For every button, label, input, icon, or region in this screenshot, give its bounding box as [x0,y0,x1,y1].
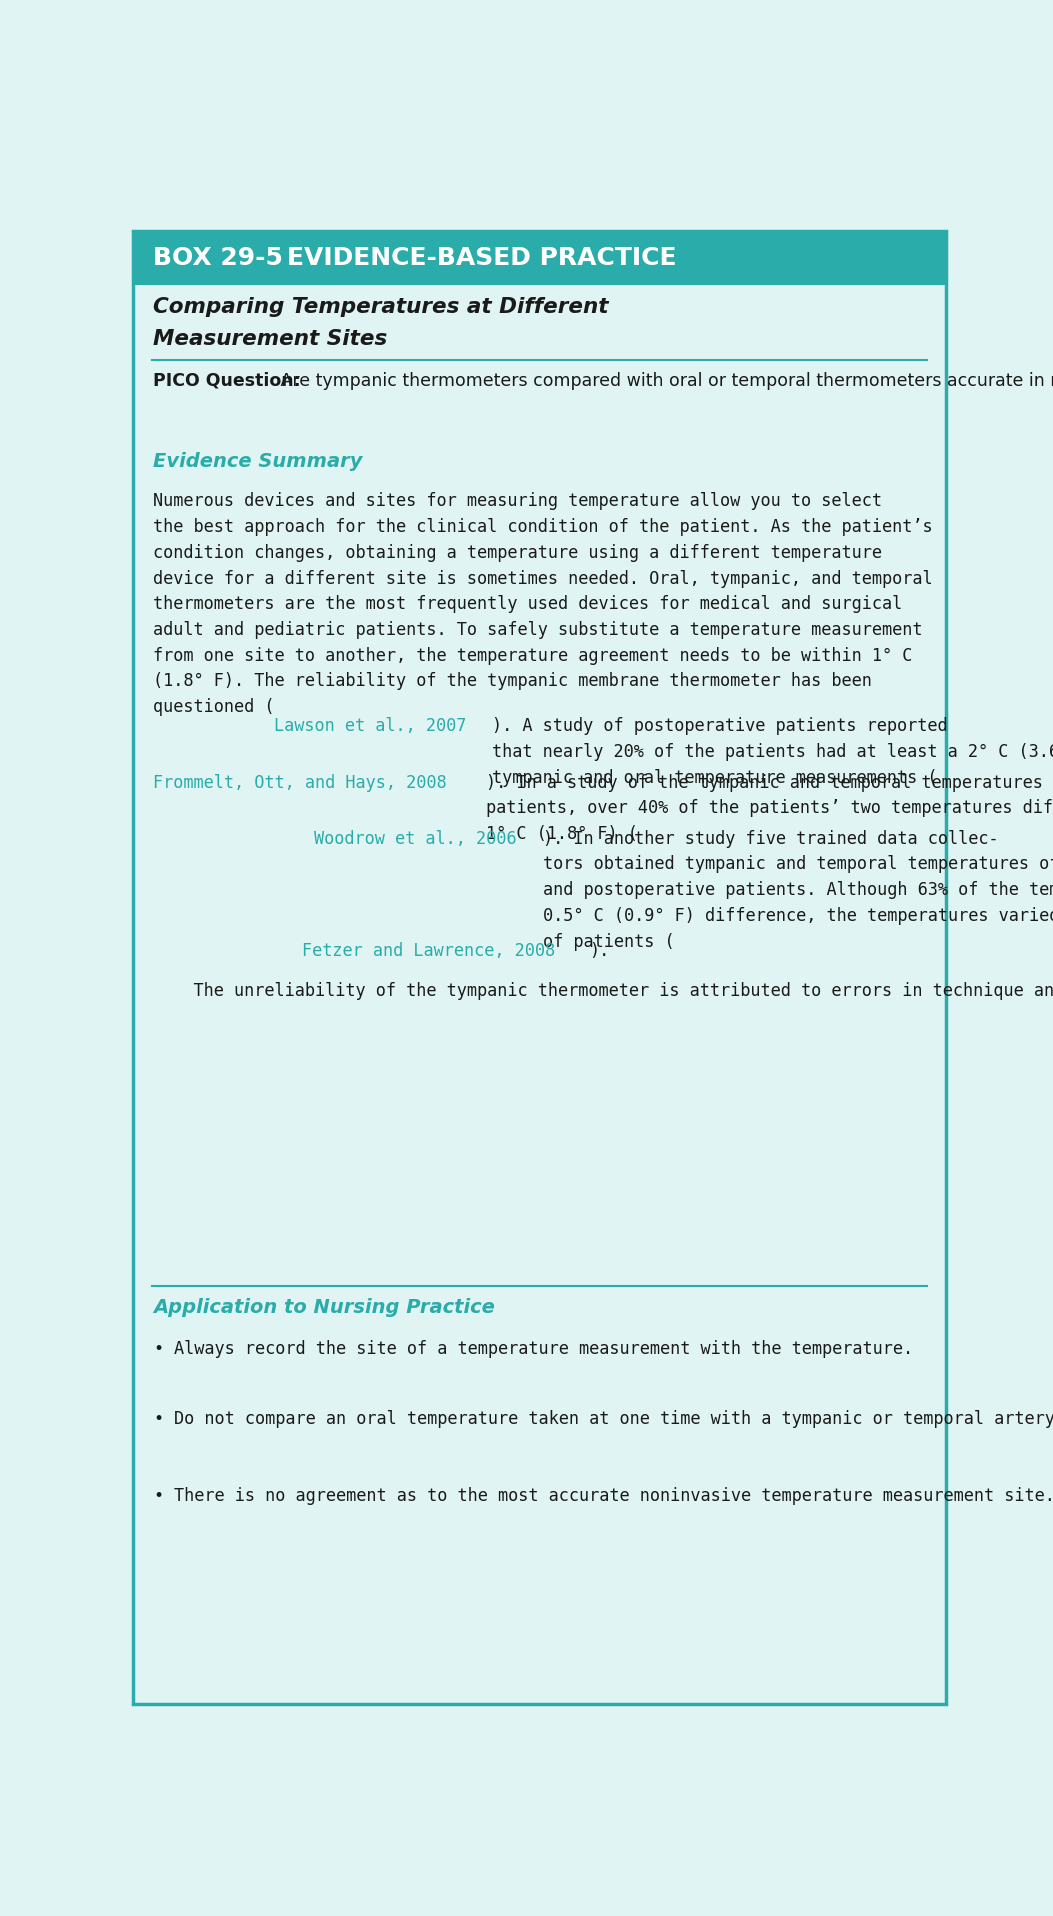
Text: Lawson et al., 2007: Lawson et al., 2007 [274,717,466,736]
Text: Application to Nursing Practice: Application to Nursing Practice [154,1297,495,1316]
Text: Numerous devices and sites for measuring temperature allow you to select
the bes: Numerous devices and sites for measuring… [154,492,933,717]
Text: Do not compare an oral temperature taken at one time with a tympanic or temporal: Do not compare an oral temperature taken… [174,1410,1053,1427]
Text: BOX 29-5: BOX 29-5 [154,245,283,270]
FancyBboxPatch shape [132,230,948,285]
Text: Measurement Sites: Measurement Sites [154,330,388,349]
Text: Evidence Summary: Evidence Summary [154,452,363,471]
Text: EVIDENCE-BASED PRACTICE: EVIDENCE-BASED PRACTICE [286,245,676,270]
Text: Always record the site of a temperature measurement with the temperature.: Always record the site of a temperature … [174,1341,913,1358]
Text: ). A study of postoperative patients reported
that nearly 20% of the patients ha: ). A study of postoperative patients rep… [492,717,1053,787]
Text: ).: ). [590,943,610,960]
Text: ). In a study of the tympanic and temporal temperatures of 178 acute care
patien: ). In a study of the tympanic and tempor… [485,774,1053,843]
Text: Woodrow et al., 2006: Woodrow et al., 2006 [314,830,516,847]
Text: Fetzer and Lawrence, 2008: Fetzer and Lawrence, 2008 [302,943,556,960]
Text: Comparing Temperatures at Different: Comparing Temperatures at Different [154,297,609,316]
Text: Frommelt, Ott, and Hays, 2008: Frommelt, Ott, and Hays, 2008 [154,774,446,791]
Text: The unreliability of the tympanic thermometer is attributed to errors in techniq: The unreliability of the tympanic thermo… [154,983,1053,1000]
Text: •: • [154,1410,163,1427]
Text: PICO Question:: PICO Question: [154,372,301,389]
Text: •: • [154,1341,163,1358]
Text: •: • [154,1487,163,1504]
Text: Are tympanic thermometers compared with oral or temporal thermometers accurate i: Are tympanic thermometers compared with … [275,372,1053,389]
Text: ). In another study five trained data collec-
tors obtained tympanic and tempora: ). In another study five trained data co… [543,830,1053,950]
Text: There is no agreement as to the most accurate noninvasive temperature measuremen: There is no agreement as to the most acc… [174,1487,1053,1504]
